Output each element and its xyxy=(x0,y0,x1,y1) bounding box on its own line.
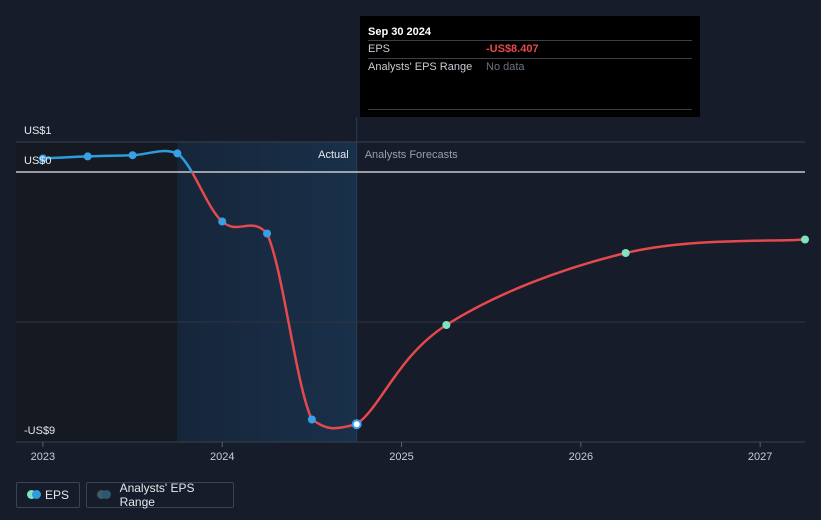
x-tick-label-2027: 2027 xyxy=(748,451,772,463)
tooltip-range-label: Analysts' EPS Range xyxy=(368,61,473,73)
region-label-actual: Actual xyxy=(318,149,349,161)
chart-background-layer xyxy=(16,117,358,442)
eps-actual-point[interactable] xyxy=(38,154,47,163)
tooltip-range-row: Analysts' EPS Range No data xyxy=(368,58,692,76)
eps-forecast-point[interactable] xyxy=(801,235,809,244)
series-points[interactable] xyxy=(38,149,809,430)
data-tooltip: Sep 30 2024 EPS -US$8.407 Analysts' EPS … xyxy=(360,16,700,117)
tooltip-range-value: No data xyxy=(486,61,525,73)
x-tick-label-2025: 2025 xyxy=(389,451,413,463)
actual-highlight-region xyxy=(177,142,357,442)
legend-range-button[interactable]: Analysts' EPS Range xyxy=(86,481,234,509)
eps-line-negative xyxy=(190,172,806,430)
x-tick-label-2024: 2024 xyxy=(210,451,234,463)
y-tick-label: US$1 xyxy=(24,125,52,137)
range-legend-icon xyxy=(97,490,112,500)
chart-legend: EPS Analysts' EPS Range xyxy=(0,481,821,510)
eps-actual-point[interactable] xyxy=(263,229,272,238)
legend-eps-label: EPS xyxy=(44,488,69,502)
tooltip-eps-value: -US$8.407 xyxy=(486,43,539,55)
eps-forecast-point[interactable] xyxy=(621,249,630,257)
region-label-forecast: Analysts Forecasts xyxy=(365,149,458,161)
eps-actual-point[interactable] xyxy=(218,217,227,226)
eps-actual-point[interactable] xyxy=(83,152,92,161)
tooltip-divider xyxy=(368,109,692,110)
tooltip-date: Sep 30 2024 xyxy=(368,26,431,38)
legend-range-label: Analysts' EPS Range xyxy=(119,481,195,509)
gridlines xyxy=(16,141,805,447)
legend-eps-button[interactable]: EPS xyxy=(16,482,80,508)
past-region xyxy=(16,142,178,442)
eps-actual-point[interactable] xyxy=(173,149,182,158)
tooltip-eps-row: EPS -US$8.407 xyxy=(368,40,692,58)
axis-labels: 2023 2024 2025 2026 2027 US$1 US$0 -US$9 Actual A… xyxy=(24,125,772,463)
eps-legend-icon xyxy=(27,490,41,500)
y-tick-label: US$0 xyxy=(24,155,52,167)
eps-point-selected[interactable] xyxy=(351,419,362,430)
tooltip-eps-label: EPS xyxy=(368,43,391,55)
eps-actual-point[interactable] xyxy=(307,415,316,424)
x-tick-label-2023: 2023 xyxy=(31,451,55,463)
eps-forecast-point[interactable] xyxy=(442,321,451,329)
y-tick-label: -US$9 xyxy=(24,425,55,437)
x-tick-label-2026: 2026 xyxy=(569,451,593,463)
eps-actual-point[interactable] xyxy=(128,151,137,160)
